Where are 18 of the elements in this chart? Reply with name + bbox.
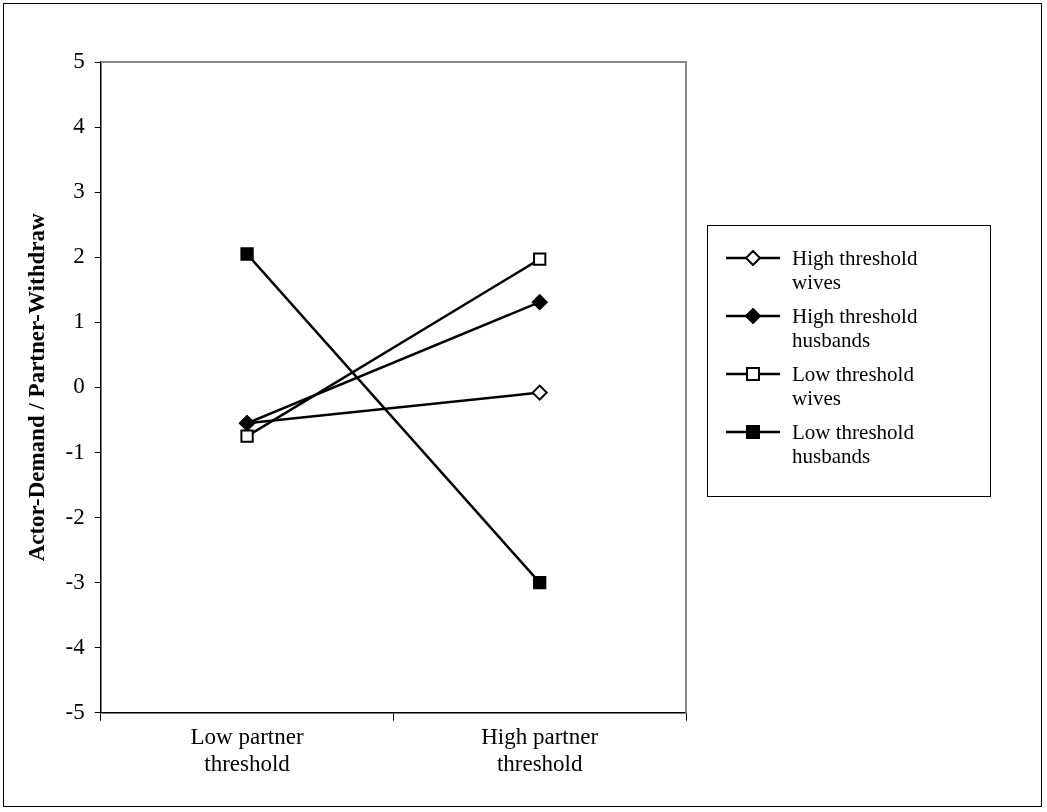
legend-label: Low threshold wives [792, 362, 915, 410]
y-tick-label: -3 [65, 568, 85, 594]
x-tick-label: Low partner threshold [190, 723, 304, 777]
legend-label: Low threshold husbands [792, 420, 915, 468]
y-tick-label: 3 [73, 178, 85, 204]
y-axis-title: Actor-Demand / Partner-Withdraw [23, 213, 49, 562]
y-tick-label: -4 [65, 633, 86, 659]
legend-label: High threshold wives [792, 246, 919, 294]
y-tick-label: 5 [73, 48, 85, 74]
y-tick-label: 1 [73, 308, 85, 334]
y-tick-label: -5 [65, 698, 85, 724]
y-tick-label: -1 [65, 438, 85, 464]
x-tick-label: High partner threshold [481, 723, 599, 777]
y-tick-label: 2 [73, 243, 85, 269]
y-tick-label: 0 [73, 373, 85, 399]
legend-label: High threshold husbands [792, 304, 919, 352]
y-tick-label: -2 [65, 503, 85, 529]
y-tick-label: 4 [73, 113, 86, 139]
